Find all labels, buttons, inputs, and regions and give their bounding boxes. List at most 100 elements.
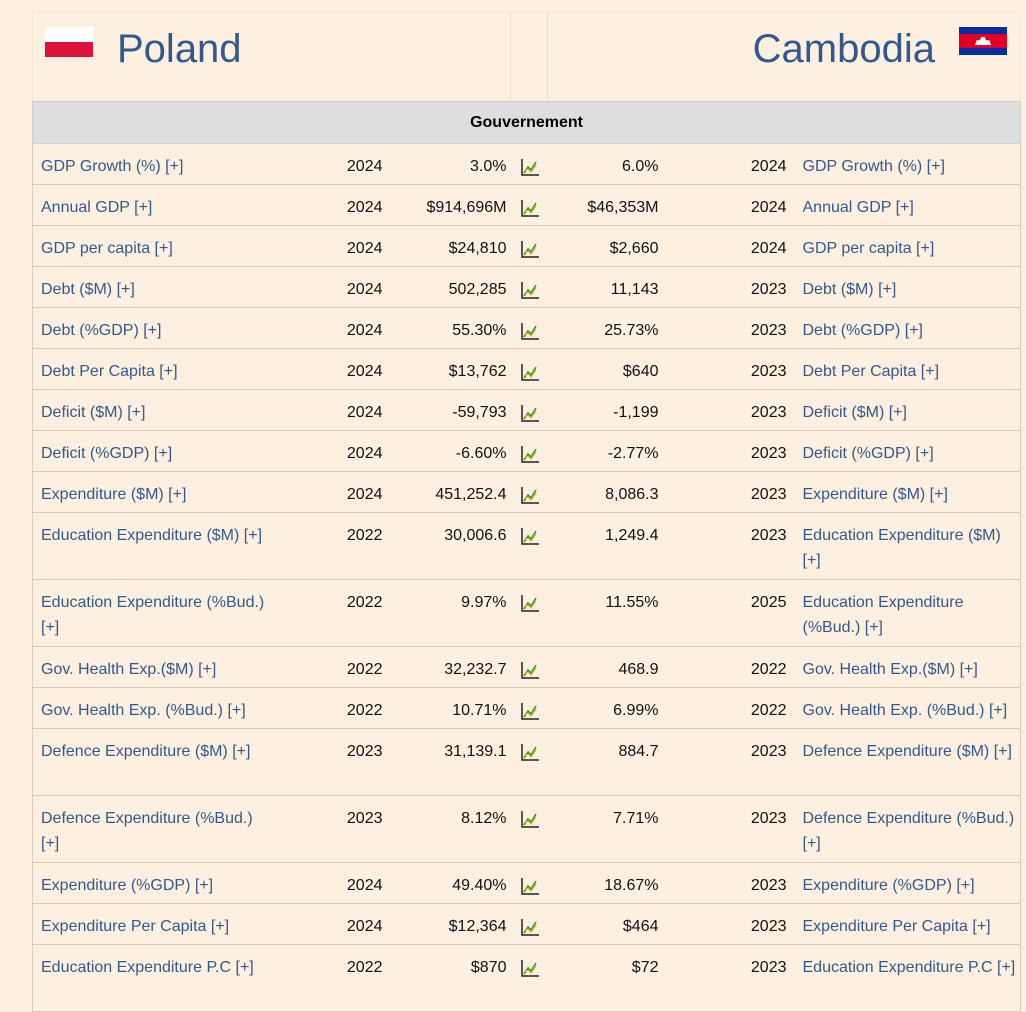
line-chart-icon[interactable] <box>520 404 540 422</box>
right-indicator-link[interactable]: GDP per capita [+] <box>798 225 1022 267</box>
left-value: 49.40% <box>390 862 513 904</box>
left-indicator-link[interactable]: Education Expenditure P.C [+] <box>32 944 275 1012</box>
left-indicator-link[interactable]: Gov. Health Exp.($M) [+] <box>32 646 275 688</box>
right-year: 2024 <box>664 184 799 226</box>
line-chart-icon[interactable] <box>520 743 540 761</box>
right-indicator-link[interactable]: Expenditure (%GDP) [+] <box>798 862 1022 904</box>
line-chart-icon[interactable] <box>520 877 540 895</box>
right-value: -2.77% <box>546 430 665 472</box>
right-indicator-link[interactable]: Defence Expenditure ($M) [+] <box>798 728 1022 796</box>
table-row: Education Expenditure P.C [+] 2022 $870 $72… <box>32 944 1022 1012</box>
right-value: 18.67% <box>546 862 665 904</box>
left-country-name[interactable]: Poland <box>117 27 242 71</box>
chart-cell[interactable] <box>512 728 547 796</box>
chart-cell[interactable] <box>512 512 547 580</box>
line-chart-icon[interactable] <box>520 322 540 340</box>
chart-cell[interactable] <box>512 646 547 688</box>
right-indicator-link[interactable]: Education Expenditure P.C [+] <box>798 944 1022 1012</box>
chart-cell[interactable] <box>512 687 547 729</box>
left-year: 2024 <box>274 389 391 431</box>
line-chart-icon[interactable] <box>520 158 540 176</box>
table-row: GDP Growth (%) [+] 2024 3.0% 6.0% 2024 GDP Gr… <box>32 143 1022 185</box>
left-indicator-link[interactable]: Defence Expenditure (%Bud.) [+] <box>32 795 275 863</box>
right-indicator-link[interactable]: Gov. Health Exp. (%Bud.) [+] <box>798 687 1022 729</box>
table-row: Deficit ($M) [+] 2024 -59,793 -1,199 2023 Def… <box>32 389 1022 431</box>
left-indicator-link[interactable]: Debt ($M) [+] <box>32 266 275 308</box>
left-indicator-link[interactable]: Expenditure ($M) [+] <box>32 471 275 513</box>
left-value: 9.97% <box>390 579 513 647</box>
line-chart-icon[interactable] <box>520 486 540 504</box>
line-chart-icon[interactable] <box>520 445 540 463</box>
line-chart-icon[interactable] <box>520 363 540 381</box>
left-indicator-link[interactable]: GDP Growth (%) [+] <box>32 143 275 185</box>
chart-cell[interactable] <box>512 143 547 185</box>
left-indicator-link[interactable]: Expenditure Per Capita [+] <box>32 903 275 945</box>
left-indicator-link[interactable]: Deficit (%GDP) [+] <box>32 430 275 472</box>
right-indicator-link[interactable]: Deficit (%GDP) [+] <box>798 430 1022 472</box>
right-indicator-link[interactable]: Debt (%GDP) [+] <box>798 307 1022 349</box>
left-indicator-link[interactable]: Debt (%GDP) [+] <box>32 307 275 349</box>
left-year: 2024 <box>274 143 391 185</box>
right-indicator-link[interactable]: Gov. Health Exp.($M) [+] <box>798 646 1022 688</box>
right-year: 2023 <box>664 266 799 308</box>
line-chart-icon[interactable] <box>520 594 540 612</box>
left-indicator-link[interactable]: Deficit ($M) [+] <box>32 389 275 431</box>
table-row: Expenditure ($M) [+] 2024 451,252.4 8,086.3… <box>32 471 1022 513</box>
line-chart-icon[interactable] <box>520 199 540 217</box>
left-indicator-link[interactable]: Expenditure (%GDP) [+] <box>32 862 275 904</box>
table-row: Deficit (%GDP) [+] 2024 -6.60% -2.77% 2023 De… <box>32 430 1022 472</box>
left-indicator-link[interactable]: Debt Per Capita [+] <box>32 348 275 390</box>
right-indicator-link[interactable]: Expenditure Per Capita [+] <box>798 903 1022 945</box>
right-indicator-link[interactable]: Education Expenditure ($M) [+] <box>798 512 1022 580</box>
chart-cell[interactable] <box>512 862 547 904</box>
right-indicator-link[interactable]: Education Expenditure (%Bud.) [+] <box>798 579 1022 647</box>
right-value: $2,660 <box>546 225 665 267</box>
line-chart-icon[interactable] <box>520 959 540 977</box>
right-year: 2023 <box>664 348 799 390</box>
left-value: -6.60% <box>390 430 513 472</box>
right-indicator-link[interactable]: Defence Expenditure (%Bud.) [+] <box>798 795 1022 863</box>
right-year: 2024 <box>664 225 799 267</box>
line-chart-icon[interactable] <box>520 661 540 679</box>
right-value: 884.7 <box>546 728 665 796</box>
left-indicator-link[interactable]: Education Expenditure (%Bud.) [+] <box>32 579 275 647</box>
right-indicator-link[interactable]: Debt Per Capita [+] <box>798 348 1022 390</box>
right-year: 2024 <box>664 143 799 185</box>
chart-cell[interactable] <box>512 795 547 863</box>
left-indicator-link[interactable]: Gov. Health Exp. (%Bud.) [+] <box>32 687 275 729</box>
chart-cell[interactable] <box>512 266 547 308</box>
chart-cell[interactable] <box>512 348 547 390</box>
line-chart-icon[interactable] <box>520 527 540 545</box>
chart-cell[interactable] <box>512 944 547 1012</box>
chart-cell[interactable] <box>512 579 547 647</box>
chart-cell[interactable] <box>512 389 547 431</box>
chart-cell[interactable] <box>512 430 547 472</box>
right-indicator-link[interactable]: Debt ($M) [+] <box>798 266 1022 308</box>
table-row: Debt ($M) [+] 2024 502,285 11,143 2023 Debt (… <box>32 266 1022 308</box>
right-indicator-link[interactable]: GDP Growth (%) [+] <box>798 143 1022 185</box>
chart-cell[interactable] <box>512 903 547 945</box>
chart-cell[interactable] <box>512 307 547 349</box>
right-year: 2023 <box>664 944 799 1012</box>
line-chart-icon[interactable] <box>520 918 540 936</box>
right-indicator-link[interactable]: Expenditure ($M) [+] <box>798 471 1022 513</box>
chart-cell[interactable] <box>512 225 547 267</box>
right-indicator-link[interactable]: Deficit ($M) [+] <box>798 389 1022 431</box>
line-chart-icon[interactable] <box>520 810 540 828</box>
left-indicator-link[interactable]: Annual GDP [+] <box>32 184 275 226</box>
left-year: 2023 <box>274 728 391 796</box>
line-chart-icon[interactable] <box>520 702 540 720</box>
left-year: 2024 <box>274 184 391 226</box>
line-chart-icon[interactable] <box>520 281 540 299</box>
line-chart-icon[interactable] <box>520 240 540 258</box>
country-header: Poland Cambodia <box>32 12 1020 101</box>
right-indicator-link[interactable]: Annual GDP [+] <box>798 184 1022 226</box>
right-country-name[interactable]: Cambodia <box>752 27 935 71</box>
left-indicator-link[interactable]: Education Expenditure ($M) [+] <box>32 512 275 580</box>
left-indicator-link[interactable]: Defence Expenditure ($M) [+] <box>32 728 275 796</box>
chart-cell[interactable] <box>512 184 547 226</box>
left-year: 2024 <box>274 430 391 472</box>
chart-cell[interactable] <box>512 471 547 513</box>
right-year: 2023 <box>664 512 799 580</box>
left-indicator-link[interactable]: GDP per capita [+] <box>32 225 275 267</box>
